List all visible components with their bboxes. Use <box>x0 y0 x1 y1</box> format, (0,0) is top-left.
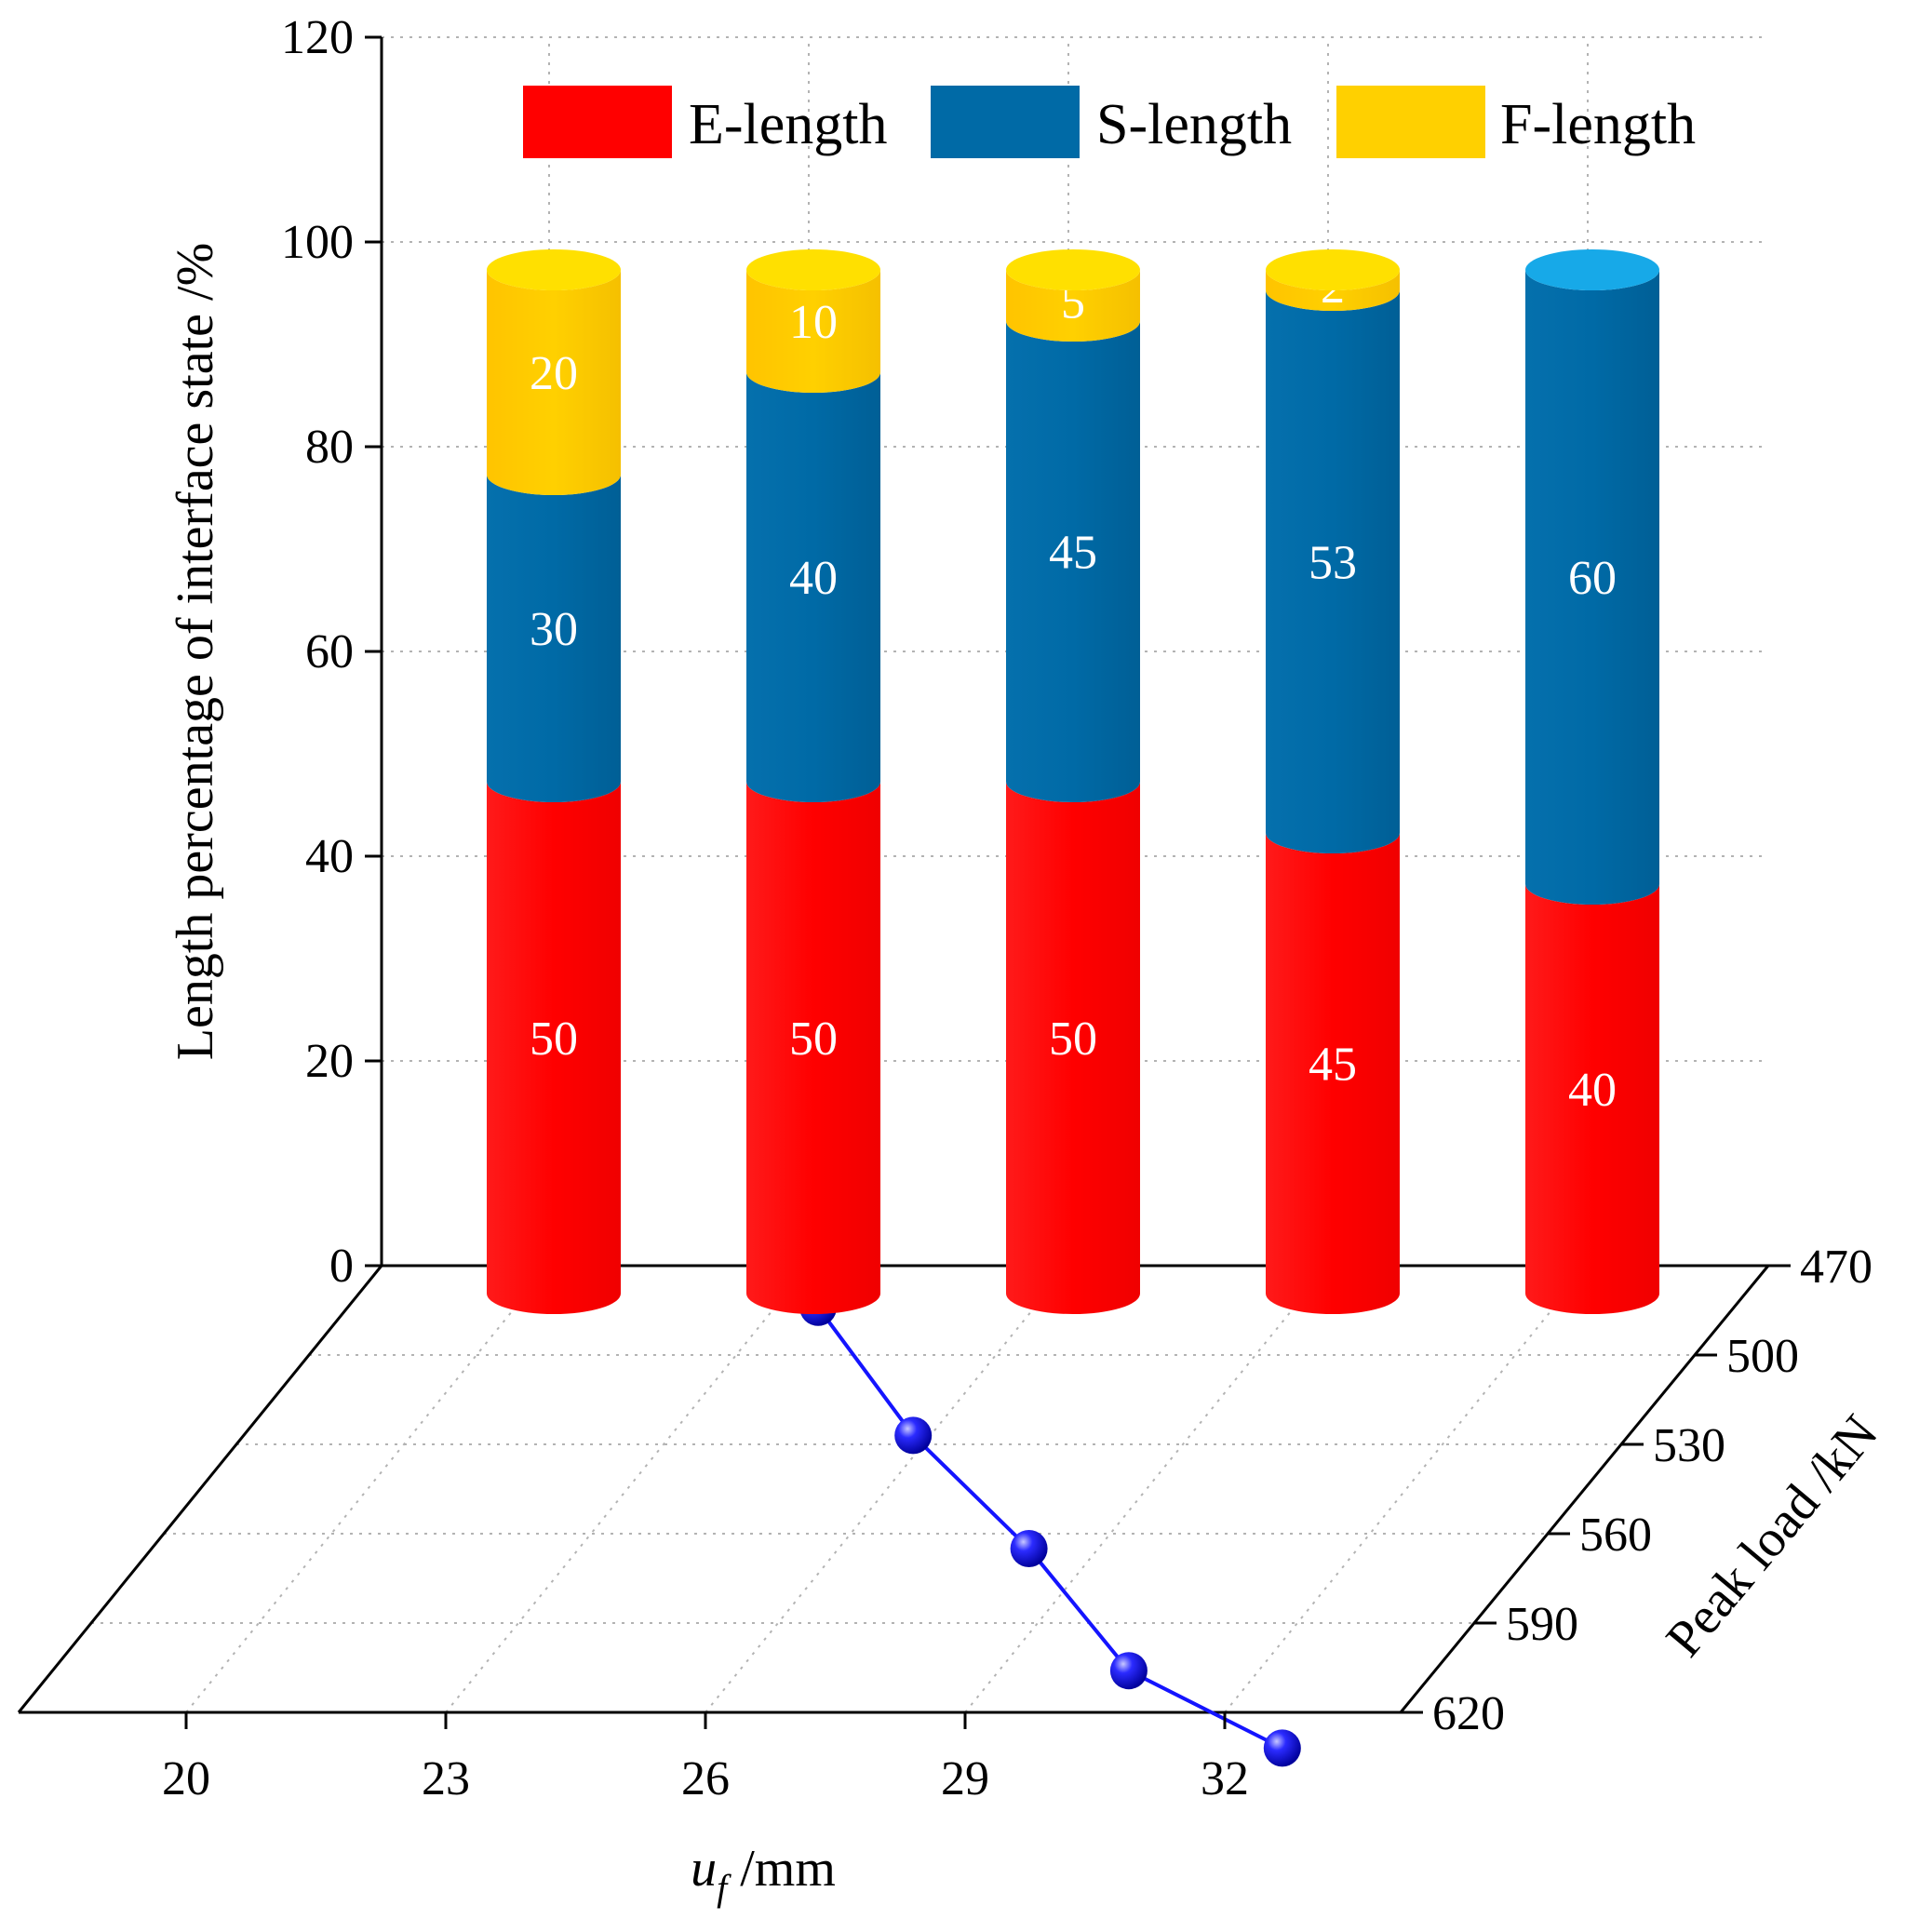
z-tick-label: 470 <box>1800 1241 1872 1294</box>
floor-grid <box>91 1265 1695 1713</box>
peak-load-polyline <box>816 1306 1283 1751</box>
y-tick-label: 100 <box>281 216 354 269</box>
bar-label-e-length-2: 50 <box>789 1013 838 1066</box>
bar-label-s-length-3: 45 <box>1049 527 1097 580</box>
bar-e-length-3 <box>1006 782 1140 1314</box>
axes <box>17 37 1770 1714</box>
y-axis-label: Length percentage of interface state /% <box>167 243 224 1060</box>
z-tick-label: 560 <box>1579 1509 1652 1562</box>
bar-f-length-1 <box>487 270 621 495</box>
x-tick-label: 26 <box>681 1752 730 1805</box>
bar-top-cap-2 <box>746 249 880 290</box>
bar-s-length-2 <box>746 372 880 802</box>
y-tick-label: 40 <box>305 830 354 883</box>
bar-f-length-3 <box>1006 270 1140 342</box>
bar-label-s-length-1: 30 <box>530 603 578 656</box>
bar-label-e-length-4: 45 <box>1309 1039 1357 1092</box>
peak-load-point-2 <box>894 1416 933 1455</box>
y-tick-label: 0 <box>329 1240 354 1293</box>
legend-swatch-s-length <box>931 86 1080 158</box>
y-tick-label: 120 <box>281 11 354 64</box>
x-gridline-floor <box>705 1265 1069 1713</box>
bar-label-e-length-3: 50 <box>1049 1013 1097 1066</box>
bars: 50302050401050455455324060 <box>487 249 1659 1314</box>
z-axis-line <box>1399 1265 1770 1713</box>
bar-label-s-length-5: 60 <box>1568 552 1617 605</box>
bar-f-length-2 <box>746 270 880 393</box>
x-gridline-floor <box>964 1265 1329 1713</box>
peak-load-point-4 <box>1109 1652 1148 1690</box>
floor-left-edge <box>17 1265 383 1713</box>
bar-top-cap-5 <box>1525 249 1659 290</box>
bar-s-length-3 <box>1006 321 1140 802</box>
x-axis-label-var: u <box>691 1840 717 1898</box>
z-tick-label: 590 <box>1506 1598 1578 1651</box>
ticks: 0 20 40 60 80 100 120 20 23 26 29 32 470500530560590… <box>162 11 1872 1805</box>
bar-top-cap-4 <box>1266 249 1400 290</box>
legend-label-f-length: F-length <box>1500 93 1696 156</box>
x-tick-label: 23 <box>422 1752 470 1805</box>
legend-swatch-e-length <box>523 86 672 158</box>
y-tick-label: 80 <box>305 421 354 474</box>
peak-load-point-5 <box>1263 1729 1301 1767</box>
x-tick-label: 29 <box>941 1752 989 1805</box>
legend: E-length S-length F-length <box>523 86 1696 158</box>
x-tick-label: 32 <box>1201 1752 1249 1805</box>
legend-swatch-f-length <box>1336 86 1485 158</box>
bar-s-length-5 <box>1525 270 1659 905</box>
bar-top-cap-3 <box>1006 249 1140 290</box>
x-gridline-floor <box>185 1265 550 1713</box>
z-tick-label: 620 <box>1432 1687 1505 1740</box>
z-tick-label: 500 <box>1726 1330 1799 1383</box>
bar-e-length-1 <box>487 782 621 1314</box>
bar-e-length-5 <box>1525 884 1659 1314</box>
x-tick-label: 20 <box>162 1752 210 1805</box>
bar-e-length-2 <box>746 782 880 1314</box>
x-gridline-floor <box>445 1265 810 1713</box>
peak-load-point-3 <box>1010 1530 1048 1567</box>
x-axis-label: uf /mm <box>691 1840 836 1909</box>
bar-s-length-1 <box>487 475 621 802</box>
bar-label-s-length-4: 53 <box>1309 537 1357 590</box>
bar-label-f-length-2: 10 <box>789 296 838 349</box>
bar-e-length-4 <box>1266 833 1400 1314</box>
bar-top-cap-1 <box>487 249 621 290</box>
y-tick-label: 60 <box>305 625 354 678</box>
bar-label-e-length-5: 40 <box>1568 1064 1617 1117</box>
bar-label-f-length-1: 20 <box>530 347 578 400</box>
peak-load-line <box>799 1288 1301 1767</box>
x-axis-label-unit: /mm <box>727 1840 836 1898</box>
z-tick-label: 530 <box>1653 1419 1725 1472</box>
legend-label-s-length: S-length <box>1096 93 1292 156</box>
legend-label-e-length: E-length <box>689 93 888 156</box>
y-tick-label: 20 <box>305 1035 354 1088</box>
bar-s-length-4 <box>1266 290 1400 853</box>
bar-label-s-length-2: 40 <box>789 552 838 605</box>
bar-label-e-length-1: 50 <box>530 1013 578 1066</box>
